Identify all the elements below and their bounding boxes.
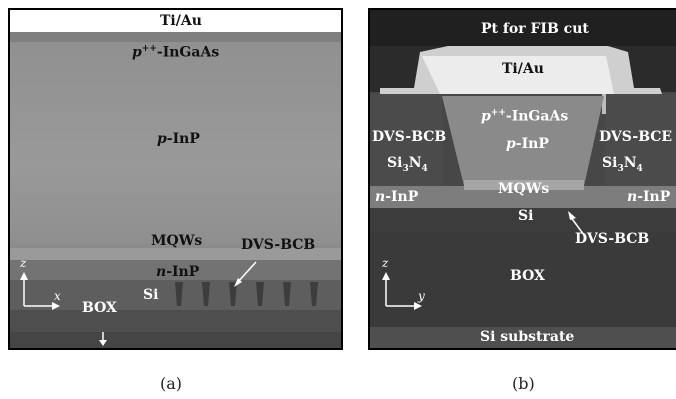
caption-b: (b) bbox=[512, 374, 535, 393]
mqw-band-b bbox=[464, 180, 584, 190]
mesa-b bbox=[442, 96, 604, 186]
box-layer-a bbox=[10, 310, 341, 332]
label-dvsbcb-bottom-b: DVS-BCB bbox=[575, 231, 650, 247]
label-pinp-a: p-InP bbox=[157, 131, 200, 147]
label-sin-left-b: Si3N4 bbox=[387, 155, 428, 174]
si-trenches-a bbox=[175, 282, 318, 306]
label-pt-b: Pt for FIB cut bbox=[481, 21, 589, 37]
label-sin-right-b: Si3N4 bbox=[602, 155, 643, 174]
label-dvsbcb-right-b: DVS-BCE bbox=[599, 129, 673, 145]
label-mqws-b: MQWs bbox=[498, 181, 550, 197]
label-box-a: BOX bbox=[82, 300, 117, 316]
label-ninp-a: n-InP bbox=[156, 264, 200, 280]
caption-a: (a) bbox=[160, 374, 183, 393]
box-layer-b bbox=[370, 232, 676, 327]
sem-image-b bbox=[370, 10, 676, 348]
substrate-b bbox=[370, 327, 676, 348]
label-ingaas-b: p++-InGaAs bbox=[481, 108, 569, 125]
label-pinp-b: p-InP bbox=[506, 136, 549, 152]
label-ninp-right-b: n-InP bbox=[627, 189, 671, 205]
axis-label-z-b: z bbox=[382, 256, 389, 270]
pt-layer-b bbox=[370, 10, 676, 46]
label-tiau-b: Ti/Au bbox=[502, 61, 544, 77]
ninp-layer-b bbox=[370, 186, 676, 208]
label-dvsbcb-a: DVS-BCB bbox=[241, 237, 316, 253]
ninp-layer-a bbox=[10, 260, 341, 280]
si-layer-b bbox=[370, 208, 676, 232]
sem-image-a bbox=[10, 10, 341, 348]
label-ingaas-a: p++-InGaAs bbox=[132, 44, 220, 61]
label-ninp-left-b: n-InP bbox=[375, 189, 419, 205]
label-tiau-a: Ti/Au bbox=[160, 13, 202, 29]
label-dvsbcb-left-b: DVS-BCB bbox=[372, 129, 447, 145]
mqw-band-a bbox=[10, 248, 341, 260]
axis-label-x-a: x bbox=[54, 289, 61, 303]
label-box-b: BOX bbox=[510, 268, 545, 284]
axis-label-z-a: z bbox=[20, 256, 27, 270]
sem-panel-b: Pt for FIB cut Ti/Au p++-InGaAs p-InP DV… bbox=[368, 8, 676, 350]
tiau-layer-a bbox=[10, 10, 341, 32]
label-mqws-a: MQWs bbox=[151, 233, 203, 249]
sem-panel-a: Ti/Au p++-InGaAs p-InP MQWs n-InP DVS-BC… bbox=[8, 8, 343, 350]
label-substrate-b: Si substrate bbox=[480, 329, 575, 345]
label-si-a: Si bbox=[143, 287, 159, 303]
axis-label-y-b: y bbox=[418, 289, 425, 303]
label-si-b: Si bbox=[518, 208, 534, 224]
